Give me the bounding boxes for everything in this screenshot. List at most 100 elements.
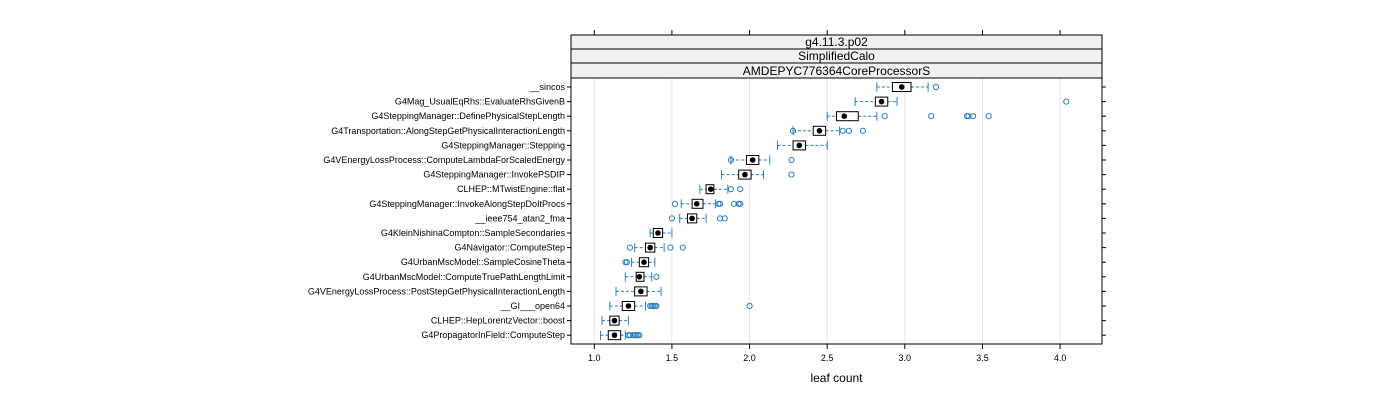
category-label: G4UrbanMscModel::ComputeTruePathLengthLi…	[363, 272, 566, 282]
outlier-point	[845, 127, 853, 134]
box-iqr	[812, 125, 827, 136]
x-tick-label: 4.0	[1054, 353, 1067, 363]
median-dot	[611, 317, 618, 324]
median-dot	[647, 244, 653, 251]
median-dot	[689, 215, 695, 222]
median-dot	[707, 186, 714, 192]
box-14	[624, 271, 660, 282]
category-label: G4KleinNishinaCompton::SampleSecondaries	[381, 228, 566, 238]
category-label: G4SteppingManager::Stepping	[441, 140, 565, 150]
median-dot	[636, 274, 643, 280]
box-9	[671, 198, 744, 209]
median-dot	[638, 288, 644, 295]
box-iqr	[836, 111, 859, 122]
box-17	[601, 315, 629, 326]
outlier-point	[730, 200, 738, 207]
category-label: G4VEnergyLossProcess::PostStepGetPhysica…	[308, 286, 565, 296]
outlier-point	[653, 273, 660, 280]
category-label: G4SteppingManager::DefinePhysicalStepLen…	[371, 111, 565, 121]
median-dot	[816, 128, 823, 134]
strip-headers: g4.11.3.p02 SimplifiedCalo AMDEPYC776364…	[570, 34, 1103, 79]
box-iqr	[652, 228, 664, 238]
box-10	[668, 213, 728, 224]
outlier-point	[1063, 98, 1070, 105]
box-11	[649, 228, 673, 238]
box-2	[854, 96, 1070, 107]
box-iqr	[705, 184, 715, 195]
box-iqr	[874, 96, 889, 107]
box-15	[615, 286, 662, 297]
box-8	[699, 184, 744, 195]
category-label: __ieee754_atan2_fma	[474, 213, 565, 223]
median-dot	[749, 157, 756, 163]
x-tick-label: 1.0	[588, 353, 601, 363]
box-18	[600, 330, 643, 341]
box-iqr	[609, 315, 620, 326]
outlier-point	[679, 244, 686, 251]
outlier-point	[859, 127, 866, 134]
box-5	[777, 140, 828, 151]
outlier-point	[626, 332, 634, 339]
strip-label-1: g4.11.3.p02	[805, 35, 868, 49]
box-iqr	[607, 330, 622, 341]
median-dot	[898, 84, 905, 90]
median-dot	[878, 98, 885, 105]
category-label: __sincos	[528, 82, 565, 92]
outlier-point	[737, 186, 744, 193]
outlier-point	[737, 200, 744, 207]
outlier-point	[746, 302, 753, 310]
outlier-point	[623, 259, 630, 266]
outlier-point	[727, 156, 735, 164]
x-axis-title: leaf count	[810, 371, 863, 385]
box-6	[727, 155, 795, 165]
box-3	[826, 111, 992, 122]
box-iqr	[621, 301, 636, 311]
outlier-point	[626, 244, 634, 251]
box-iqr	[638, 257, 650, 268]
category-label: G4VEnergyLossProcess::ComputeLambdaForSc…	[323, 155, 565, 165]
median-dot	[625, 303, 632, 309]
box-iqr	[686, 213, 698, 224]
category-label: G4Navigator::ComputeStep	[454, 243, 565, 253]
outlier-point	[881, 113, 888, 120]
outlier-point	[721, 215, 728, 222]
outlier-point	[716, 200, 724, 207]
outlier-point	[716, 215, 724, 222]
median-dot	[693, 201, 700, 207]
category-label: CLHEP::MTwistEngine::flat	[457, 184, 566, 194]
outlier-point	[727, 186, 735, 193]
median-dot	[655, 230, 661, 236]
outlier-point	[928, 113, 935, 120]
category-label: G4SteppingManager::InvokePSDIP	[423, 170, 565, 180]
x-tick-label: 3.5	[976, 353, 989, 363]
box-iqr	[634, 286, 648, 297]
outlier-point	[839, 127, 846, 134]
outlier-point	[789, 127, 797, 134]
x-tick-label: 1.5	[666, 353, 679, 363]
x-axis: 1.0 1.5 2.0 2.5 3.0 3.5 4.0	[588, 30, 1066, 363]
x-tick-label: 2.5	[821, 353, 834, 363]
outlier-point	[671, 200, 679, 207]
category-label: G4Mag_UsualEqRhs::EvaluateRhsGivenB	[395, 97, 565, 107]
category-label: CLHEP::HepLorentzVector::boost	[431, 316, 566, 326]
box-1	[876, 82, 939, 92]
median-dot	[841, 113, 848, 119]
category-label: G4Transportation::AlongStepGetPhysicalIn…	[331, 126, 565, 136]
box-13	[622, 257, 656, 268]
category-labels: __sincosG4Mag_UsualEqRhs::EvaluateRhsGiv…	[308, 82, 1106, 340]
x-tick-label: 3.0	[899, 353, 912, 363]
outlier-point	[653, 302, 660, 310]
outlier-point	[788, 171, 795, 178]
median-dot	[641, 259, 647, 266]
box-7	[721, 169, 795, 180]
box-iqr	[691, 198, 704, 209]
category-label: __GI___open64	[499, 301, 565, 311]
outlier-point	[788, 156, 795, 164]
box-iqr	[645, 242, 656, 253]
outlier-point	[970, 113, 977, 120]
outlier-point	[985, 113, 992, 120]
median-dot	[742, 171, 748, 178]
box-iqr	[635, 271, 645, 282]
box-16	[609, 301, 753, 311]
